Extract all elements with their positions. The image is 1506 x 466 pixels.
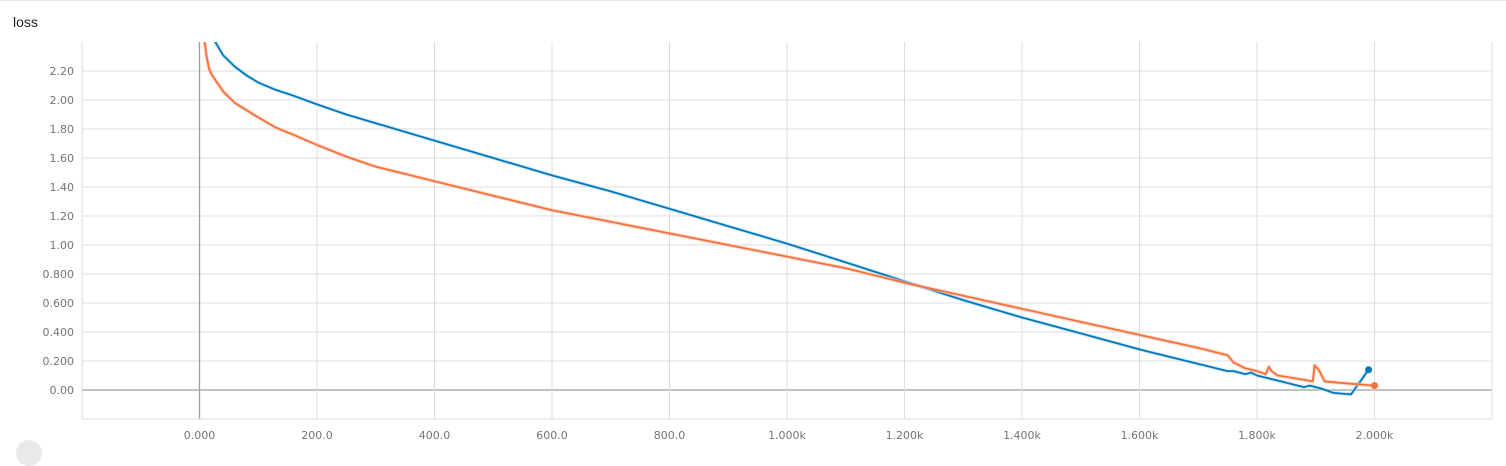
series-0-line [214, 42, 1370, 396]
y-tick-label: 1.40 [50, 181, 75, 194]
grid [82, 42, 1492, 419]
series-0-end-marker [1365, 366, 1373, 374]
y-tick-label: 0.200 [43, 355, 75, 368]
x-tick-label: 800.0 [654, 429, 686, 442]
x-tick-label: 2.000k [1356, 429, 1394, 442]
y-tick-label: 2.00 [50, 94, 75, 107]
y-tick-label: 2.20 [50, 65, 75, 78]
x-tick-label: 0.000 [184, 429, 216, 442]
y-tick-label: 1.00 [50, 239, 75, 252]
series-1-raw-line [202, 42, 1375, 388]
loss-chart: 0.00 0.200 0.400 0.600 0.800 1.00 1.20 1.40 1.60… [43, 42, 1493, 442]
x-tick-label: 1.600k [1121, 429, 1159, 442]
series-1-line [203, 42, 1375, 387]
y-tick-label: 1.80 [50, 123, 75, 136]
x-tick-label: 200.0 [301, 429, 333, 442]
y-tick-label: 1.60 [50, 152, 75, 165]
top-divider [0, 0, 1506, 1]
axes [81, 42, 1493, 420]
x-tick-label: 400.0 [419, 429, 451, 442]
x-tick-label: 1.800k [1238, 429, 1276, 442]
x-tick-label: 1.000k [768, 429, 806, 442]
y-tick-label: 0.400 [43, 326, 75, 339]
series-layer [202, 42, 1378, 397]
chart-title: loss [13, 14, 38, 30]
y-tick-label: 0.800 [43, 268, 75, 281]
y-tick-label: 1.20 [50, 210, 75, 223]
x-tick-label: 1.200k [886, 429, 924, 442]
series-0-raw-line [212, 42, 1371, 397]
x-tick-label: 1.400k [1003, 429, 1041, 442]
x-tick-label: 600.0 [536, 429, 568, 442]
y-tick-label: 0.00 [50, 384, 75, 397]
x-axis-tick-labels: 0.000 200.0 400.0 600.0 800.0 1.000k 1.200k 1.4… [184, 429, 1394, 442]
y-axis-tick-labels: 0.00 0.200 0.400 0.600 0.800 1.00 1.20 1.40 1.60… [43, 65, 75, 397]
series-1-end-marker [1371, 382, 1378, 390]
expand-button[interactable] [16, 440, 42, 466]
y-tick-label: 0.600 [43, 297, 75, 310]
